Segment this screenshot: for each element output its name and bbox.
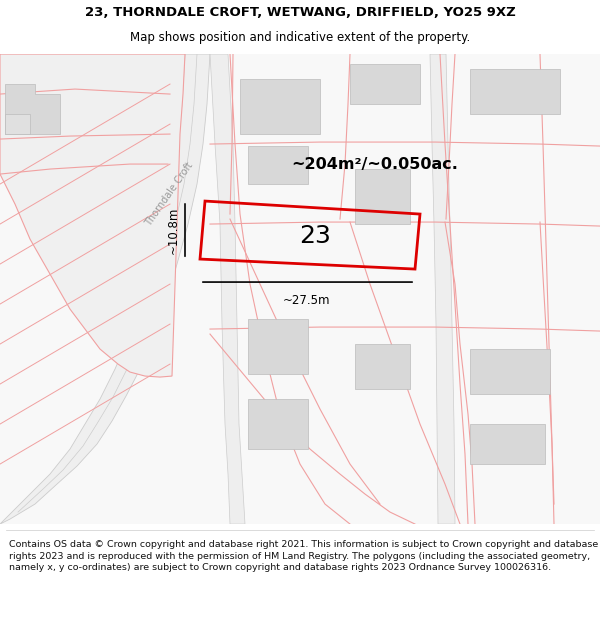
Polygon shape bbox=[210, 54, 245, 524]
Polygon shape bbox=[430, 54, 455, 524]
Polygon shape bbox=[0, 54, 210, 524]
Bar bbox=[470, 424, 545, 464]
Text: 23: 23 bbox=[299, 224, 331, 248]
Bar bbox=[248, 319, 308, 374]
Bar bbox=[240, 79, 320, 134]
Polygon shape bbox=[5, 114, 30, 134]
Polygon shape bbox=[5, 84, 60, 134]
Bar bbox=[470, 349, 550, 394]
Polygon shape bbox=[0, 54, 600, 524]
Bar bbox=[248, 399, 308, 449]
Bar bbox=[470, 69, 560, 114]
Bar bbox=[350, 64, 420, 104]
Text: Contains OS data © Crown copyright and database right 2021. This information is : Contains OS data © Crown copyright and d… bbox=[9, 540, 598, 572]
Text: ~27.5m: ~27.5m bbox=[283, 294, 331, 307]
Bar bbox=[355, 344, 410, 389]
Text: ~10.8m: ~10.8m bbox=[167, 206, 180, 254]
Bar bbox=[248, 146, 308, 184]
Text: Thorndale Croft: Thorndale Croft bbox=[143, 160, 195, 228]
Text: Map shows position and indicative extent of the property.: Map shows position and indicative extent… bbox=[130, 31, 470, 44]
Text: 23, THORNDALE CROFT, WETWANG, DRIFFIELD, YO25 9XZ: 23, THORNDALE CROFT, WETWANG, DRIFFIELD,… bbox=[85, 6, 515, 19]
Text: ~204m²/~0.050ac.: ~204m²/~0.050ac. bbox=[292, 156, 458, 171]
Polygon shape bbox=[0, 54, 185, 377]
Bar bbox=[355, 169, 410, 224]
